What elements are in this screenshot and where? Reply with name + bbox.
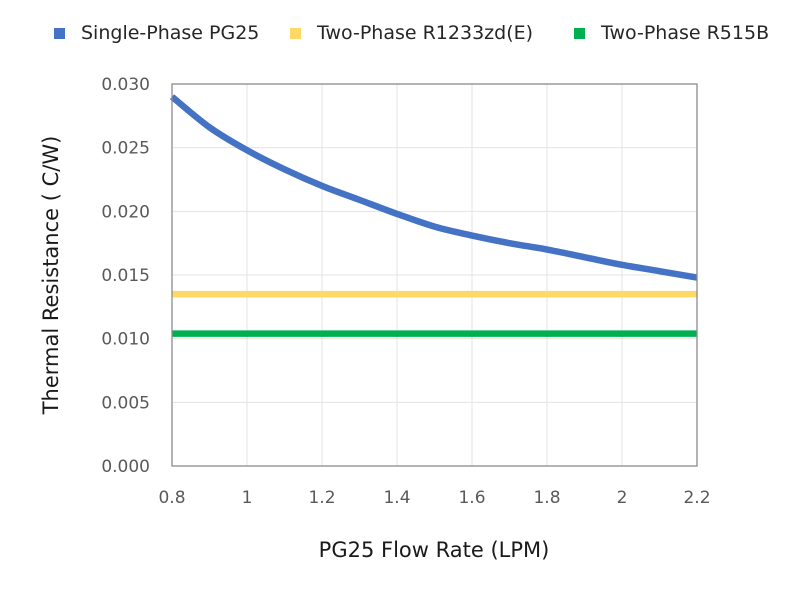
legend-item-two-phase-r515b: Two-Phase R515B — [574, 22, 769, 44]
legend-item-two-phase-r1233zd: Two-Phase R1233zd(E) — [290, 22, 533, 44]
tick-labels: 0.000 0.005 0.010 0.015 0.020 0.025 0.030 0.8 1 1… — [101, 75, 710, 508]
legend-swatch-single-phase-pg25 — [54, 27, 65, 39]
legend-swatch-two-phase-r515b — [574, 27, 585, 39]
x-tick-label: 1.4 — [383, 488, 410, 508]
plot-area-border — [171, 83, 698, 467]
gridlines — [172, 84, 697, 466]
x-tick-label: 1 — [242, 488, 253, 508]
legend: Single-Phase PG25 Two-Phase R1233zd(E) T… — [0, 22, 789, 52]
y-tick-label: 0.005 — [101, 393, 150, 413]
x-tick-label: 2 — [617, 488, 628, 508]
y-tick-label: 0.030 — [101, 75, 150, 95]
y-tick-label: 0.000 — [101, 457, 150, 477]
x-tick-label: 2.2 — [683, 488, 710, 508]
legend-label: Two-Phase R1233zd(E) — [317, 22, 534, 44]
x-tick-label: 0.8 — [158, 488, 185, 508]
y-tick-label: 0.020 — [101, 202, 150, 222]
y-axis-title: Thermal Resistance ( C/W) — [39, 136, 63, 416]
legend-label: Two-Phase R515B — [601, 22, 770, 44]
x-tick-label: 1.8 — [533, 488, 560, 508]
axes — [171, 83, 698, 467]
y-tick-label: 0.025 — [101, 139, 150, 159]
legend-swatch-two-phase-r1233zd — [290, 27, 301, 39]
x-tick-label: 1.6 — [458, 488, 485, 508]
legend-item-single-phase-pg25: Single-Phase PG25 — [54, 22, 259, 44]
y-tick-label: 0.015 — [101, 266, 150, 286]
series-lines — [169, 94, 698, 337]
legend-label: Single-Phase PG25 — [81, 22, 260, 44]
series-line-single-phase-pg25 — [169, 94, 698, 281]
x-tick-label: 1.2 — [308, 488, 335, 508]
y-tick-label: 0.010 — [101, 330, 150, 350]
x-axis-title: PG25 Flow Rate (LPM) — [319, 538, 550, 562]
